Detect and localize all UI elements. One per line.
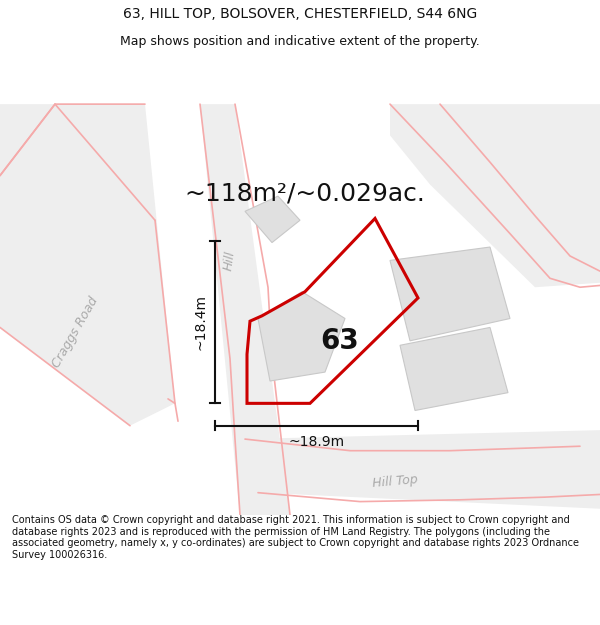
Polygon shape (390, 247, 510, 341)
Text: Hill: Hill (222, 250, 238, 271)
Text: 63: 63 (320, 327, 359, 355)
Polygon shape (245, 430, 600, 509)
Polygon shape (0, 104, 100, 176)
Polygon shape (400, 328, 508, 411)
Text: Contains OS data © Crown copyright and database right 2021. This information is : Contains OS data © Crown copyright and d… (12, 515, 579, 560)
Text: Craggs Road: Craggs Road (49, 294, 101, 369)
Text: Map shows position and indicative extent of the property.: Map shows position and indicative extent… (120, 35, 480, 48)
Text: 63, HILL TOP, BOLSOVER, CHESTERFIELD, S44 6NG: 63, HILL TOP, BOLSOVER, CHESTERFIELD, S4… (123, 7, 477, 21)
Text: ~18.4m: ~18.4m (194, 294, 208, 350)
Text: Hill Top: Hill Top (372, 474, 418, 491)
Polygon shape (390, 104, 600, 288)
Polygon shape (200, 104, 290, 515)
Text: ~118m²/~0.029ac.: ~118m²/~0.029ac. (185, 181, 425, 206)
Text: ~18.9m: ~18.9m (289, 435, 344, 449)
Polygon shape (245, 196, 300, 242)
Polygon shape (0, 104, 175, 426)
Polygon shape (258, 292, 345, 381)
